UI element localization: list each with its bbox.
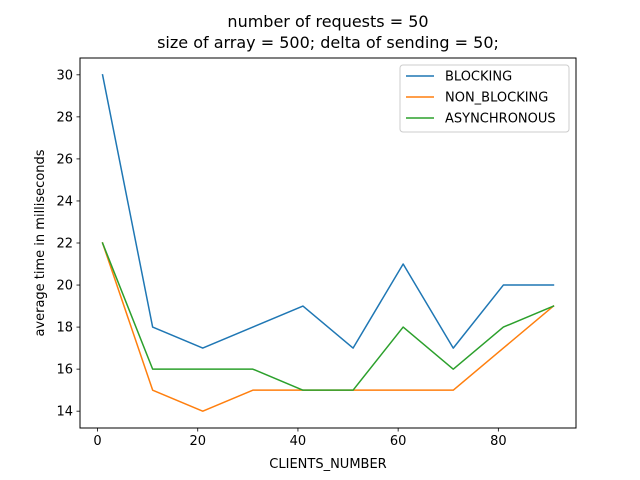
legend-box: [399, 64, 570, 133]
y-tick-label: 28: [56, 110, 73, 125]
y-tick-label: 16: [56, 363, 73, 378]
legend-label-non_blocking: NON_BLOCKING: [445, 91, 548, 106]
x-tick-label: 60: [390, 434, 407, 449]
plot-area-frame: [79, 57, 577, 429]
y-tick-label: 14: [56, 405, 73, 420]
chart-subtitle: size of array = 500; delta of sending = …: [157, 33, 499, 52]
y-tick-label: 22: [56, 237, 73, 252]
y-tick-label: 24: [56, 194, 73, 209]
x-tick-label: 80: [490, 434, 507, 449]
x-tick-label: 0: [93, 434, 101, 449]
series-line-blocking: [101, 73, 555, 349]
y-tick-label: 26: [56, 152, 73, 167]
legend-label-asynchronous: ASYNCHRONOUS: [445, 112, 556, 127]
chart-title: number of requests = 50: [227, 12, 428, 31]
legend-label-blocking: BLOCKING: [445, 70, 512, 85]
axis-ticks: 0 20 40 60 80 14 16 18 20 22 24 26 28 30: [56, 68, 506, 449]
x-axis-label: CLIENTS_NUMBER: [269, 457, 386, 472]
legend: BLOCKING NON_BLOCKING ASYNCHRONOUS: [399, 64, 570, 133]
y-tick-label: 20: [56, 279, 73, 294]
y-tick-label: 30: [56, 68, 73, 83]
x-tick-label: 40: [290, 434, 307, 449]
series-lines: [101, 73, 555, 412]
y-tick-label: 18: [56, 321, 73, 336]
y-axis-label: average time in milliseconds: [33, 149, 48, 336]
x-tick-label: 20: [189, 434, 206, 449]
series-line-asynchronous: [101, 242, 555, 391]
